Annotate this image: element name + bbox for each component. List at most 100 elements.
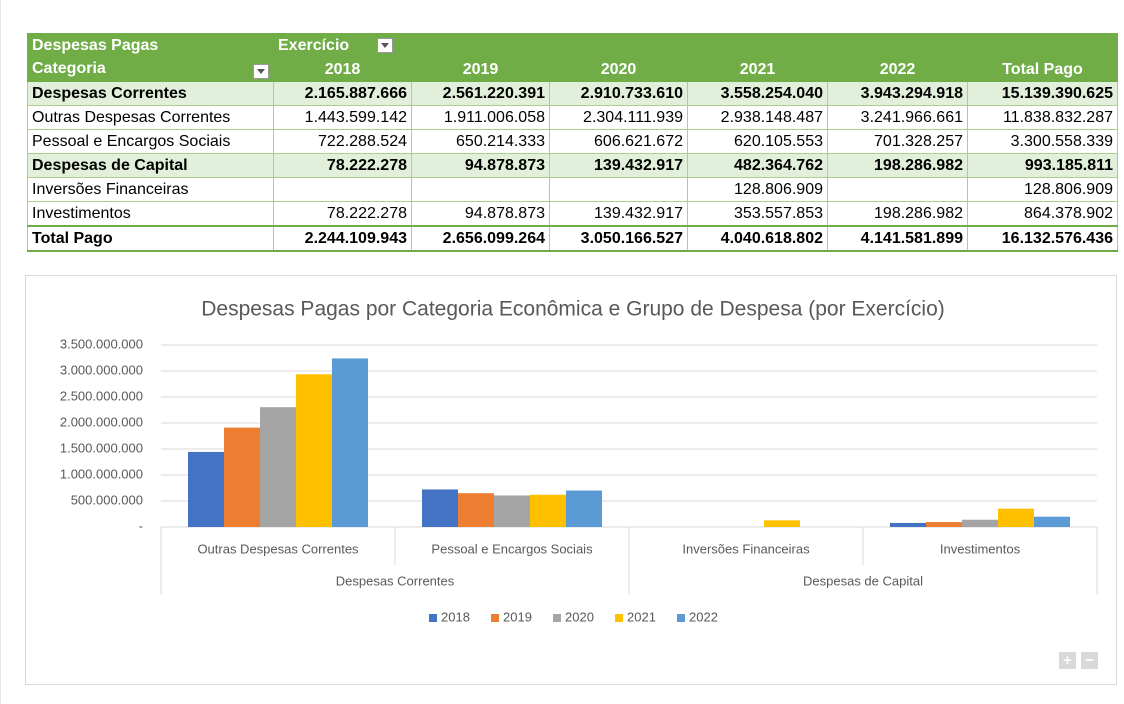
y-tick-label: 2.500.000.000 — [60, 388, 143, 403]
header-cell: 2022 — [827, 57, 968, 82]
header-cell: Categoria — [27, 57, 274, 82]
header-text: Exercício — [278, 36, 350, 54]
bar — [926, 522, 962, 527]
bar — [332, 358, 368, 527]
bar — [260, 407, 296, 527]
legend-label: 2020 — [565, 609, 594, 624]
table-row: Investimentos 78.222.278 94.878.873 139.432… — [27, 201, 1118, 227]
zoom-in-button[interactable]: + — [1059, 652, 1076, 669]
value-cell: 2.910.733.610 — [549, 81, 688, 106]
value-cell — [273, 177, 412, 202]
legend-swatch — [615, 614, 623, 622]
value-cell: 198.286.982 — [827, 201, 968, 227]
header-cell: 2020 — [549, 57, 688, 82]
legend-swatch — [677, 614, 685, 622]
value-cell — [549, 177, 688, 202]
value-cell: 78.222.278 — [273, 153, 412, 178]
table-row: Total Pago 2.244.109.943 2.656.099.264 3.05… — [27, 225, 1118, 252]
value-cell: 993.185.811 — [967, 153, 1118, 178]
value-cell — [411, 177, 550, 202]
y-tick-label: - — [139, 518, 143, 533]
group-label: Despesas Correntes — [336, 573, 455, 588]
value-cell: 139.432.917 — [549, 153, 688, 178]
table-row: Despesas Correntes 2.165.887.666 2.561.220… — [27, 81, 1118, 106]
value-cell: 128.806.909 — [967, 177, 1118, 202]
bar — [494, 495, 530, 527]
value-cell: 2.304.111.939 — [549, 105, 688, 130]
value-cell: 2.561.220.391 — [411, 81, 550, 106]
x-tick-label: Pessoal e Encargos Sociais — [431, 541, 593, 556]
bar — [188, 451, 224, 527]
table-row: Outras Despesas Correntes 1.443.599.142 1.… — [27, 105, 1118, 130]
value-cell: 3.943.294.918 — [827, 81, 968, 106]
y-tick-label: 2.000.000.000 — [60, 414, 143, 429]
row-label: Despesas Correntes — [27, 81, 274, 106]
header-cell — [411, 33, 550, 58]
legend-label: 2018 — [441, 609, 470, 624]
row-label: Investimentos — [27, 201, 274, 227]
legend-label: 2021 — [627, 609, 656, 624]
value-cell: 2.244.109.943 — [273, 225, 412, 252]
value-cell: 139.432.917 — [549, 201, 688, 227]
group-label: Despesas de Capital — [803, 573, 923, 588]
chart-title: Despesas Pagas por Categoria Econômica e… — [201, 298, 945, 321]
header-cell — [687, 33, 828, 58]
y-tick-label: 3.500.000.000 — [60, 336, 143, 351]
value-cell: 2.656.099.264 — [411, 225, 550, 252]
zoom-out-button[interactable]: − — [1081, 652, 1098, 669]
y-tick-label: 1.000.000.000 — [60, 466, 143, 481]
bar — [566, 490, 602, 527]
value-cell — [827, 177, 968, 202]
value-cell: 3.050.166.527 — [549, 225, 688, 252]
x-tick-label: Outras Despesas Correntes — [197, 541, 359, 556]
legend-swatch — [553, 614, 561, 622]
header-cell: 2018 — [273, 57, 412, 82]
bar — [998, 508, 1034, 527]
header-row: Despesas Pagas Exercício — [27, 33, 1118, 58]
value-cell: 1.911.006.058 — [411, 105, 550, 130]
value-cell: 128.806.909 — [687, 177, 828, 202]
bar — [458, 493, 494, 527]
value-cell: 78.222.278 — [273, 201, 412, 227]
dropdown-button[interactable] — [253, 64, 269, 79]
value-cell: 3.241.966.661 — [827, 105, 968, 130]
legend-swatch — [491, 614, 499, 622]
row-label: Outras Despesas Correntes — [27, 105, 274, 130]
bar — [890, 522, 926, 527]
chart-frame — [25, 275, 1117, 685]
bar — [764, 520, 800, 527]
value-cell: 16.132.576.436 — [967, 225, 1118, 252]
header-cell — [967, 33, 1118, 58]
value-cell: 4.040.618.802 — [687, 225, 828, 252]
legend-label: 2022 — [689, 609, 718, 624]
table-row: Despesas de Capital 78.222.278 94.878.873 1… — [27, 153, 1118, 178]
value-cell: 864.378.902 — [967, 201, 1118, 227]
bar — [530, 494, 566, 527]
bar — [422, 489, 458, 527]
value-cell: 2.165.887.666 — [273, 81, 412, 106]
value-cell: 94.878.873 — [411, 201, 550, 227]
row-label: Total Pago — [27, 225, 274, 252]
filter-button[interactable] — [377, 37, 394, 53]
legend-label: 2019 — [503, 609, 532, 624]
value-cell: 4.141.581.899 — [827, 225, 968, 252]
bar — [962, 519, 998, 527]
value-cell: 198.286.982 — [827, 153, 968, 178]
header-cell: 2021 — [687, 57, 828, 82]
y-tick-label: 1.500.000.000 — [60, 440, 143, 455]
table-row: Pessoal e Encargos Sociais 722.288.524 650… — [27, 129, 1118, 154]
value-cell: 11.838.832.287 — [967, 105, 1118, 130]
value-cell: 722.288.524 — [273, 129, 412, 154]
value-cell: 3.558.254.040 — [687, 81, 828, 106]
y-tick-label: 500.000.000 — [71, 492, 143, 507]
bar — [1034, 516, 1070, 527]
header-text: Categoria — [32, 60, 106, 77]
x-tick-label: Inversões Financeiras — [682, 541, 810, 556]
value-cell: 1.443.599.142 — [273, 105, 412, 130]
value-cell: 482.364.762 — [687, 153, 828, 178]
header-cell: 2019 — [411, 57, 550, 82]
bar — [224, 427, 260, 527]
table-row: Inversões Financeiras 128.806.909 128.806.… — [27, 177, 1118, 202]
